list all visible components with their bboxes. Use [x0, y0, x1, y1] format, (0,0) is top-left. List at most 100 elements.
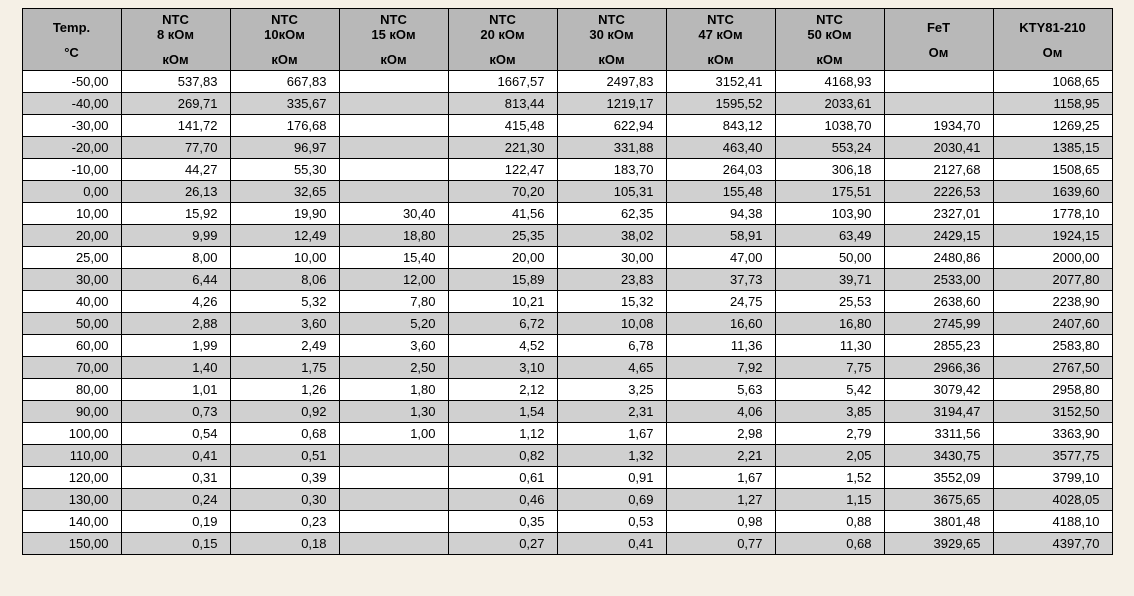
value-cell: 553,24 [775, 137, 884, 159]
value-cell: 0,35 [448, 511, 557, 533]
value-cell [884, 93, 993, 115]
value-cell: 94,38 [666, 203, 775, 225]
value-cell: 25,35 [448, 225, 557, 247]
value-cell: 2,12 [448, 379, 557, 401]
value-cell: 0,82 [448, 445, 557, 467]
value-cell [339, 115, 448, 137]
value-cell: 2,50 [339, 357, 448, 379]
table-row: -30,00141,72176,68415,48622,94843,121038… [22, 115, 1112, 137]
header-temp-unit: °C [27, 45, 117, 60]
value-cell: 103,90 [775, 203, 884, 225]
value-cell: 3152,50 [993, 401, 1112, 423]
value-cell: 0,18 [230, 533, 339, 555]
header-col-4: NTC30 кОмкОм [557, 9, 666, 71]
header-col-sub: 47 кОм [671, 27, 771, 42]
temp-cell: -40,00 [22, 93, 121, 115]
value-cell: 183,70 [557, 159, 666, 181]
header-col-0: NTC8 кОмкОм [121, 9, 230, 71]
value-cell: 3152,41 [666, 71, 775, 93]
value-cell: 5,42 [775, 379, 884, 401]
value-cell: 1,32 [557, 445, 666, 467]
value-cell: 1,30 [339, 401, 448, 423]
table-row: 25,008,0010,0015,4020,0030,0047,0050,002… [22, 247, 1112, 269]
value-cell: 3,60 [230, 313, 339, 335]
value-cell: 15,32 [557, 291, 666, 313]
table-row: 20,009,9912,4918,8025,3538,0258,9163,492… [22, 225, 1112, 247]
value-cell: 105,31 [557, 181, 666, 203]
header-temp: Temp. °C [22, 9, 121, 71]
value-cell: 11,30 [775, 335, 884, 357]
value-cell: 2958,80 [993, 379, 1112, 401]
value-cell: 3552,09 [884, 467, 993, 489]
table-row: 100,000,540,681,001,121,672,982,793311,5… [22, 423, 1112, 445]
value-cell: 1,75 [230, 357, 339, 379]
value-cell: 6,78 [557, 335, 666, 357]
value-cell: 2077,80 [993, 269, 1112, 291]
header-temp-label: Temp. [27, 20, 117, 35]
header-col-sub: 20 кОм [453, 27, 553, 42]
value-cell: 0,51 [230, 445, 339, 467]
value-cell: 8,00 [121, 247, 230, 269]
value-cell: 1,99 [121, 335, 230, 357]
value-cell: 15,89 [448, 269, 557, 291]
value-cell: 5,20 [339, 313, 448, 335]
header-col-title: NTC [562, 12, 662, 27]
table-row: -40,00269,71335,67813,441219,171595,5220… [22, 93, 1112, 115]
value-cell: 0,69 [557, 489, 666, 511]
temp-cell: 20,00 [22, 225, 121, 247]
value-cell: 2745,99 [884, 313, 993, 335]
table-row: 40,004,265,327,8010,2115,3224,7525,53263… [22, 291, 1112, 313]
value-cell: 1,67 [557, 423, 666, 445]
value-cell: 50,00 [775, 247, 884, 269]
value-cell: 2,88 [121, 313, 230, 335]
thermistor-table: Temp.°CNTC8 кОмкОмNTC10кОмкОмNTC15 кОмкО… [22, 8, 1113, 555]
value-cell: 2638,60 [884, 291, 993, 313]
value-cell: 30,00 [557, 247, 666, 269]
value-cell: 26,13 [121, 181, 230, 203]
value-cell [339, 181, 448, 203]
value-cell: 0,24 [121, 489, 230, 511]
value-cell: 3,85 [775, 401, 884, 423]
table-body: -50,00537,83667,831667,572497,833152,414… [22, 71, 1112, 555]
value-cell: 5,63 [666, 379, 775, 401]
value-cell: 0,68 [230, 423, 339, 445]
temp-cell: -20,00 [22, 137, 121, 159]
value-cell: 331,88 [557, 137, 666, 159]
value-cell [339, 467, 448, 489]
value-cell: 4028,05 [993, 489, 1112, 511]
value-cell: 3,10 [448, 357, 557, 379]
value-cell: 1,26 [230, 379, 339, 401]
value-cell: 1934,70 [884, 115, 993, 137]
table-header: Temp.°CNTC8 кОмкОмNTC10кОмкОмNTC15 кОмкО… [22, 9, 1112, 71]
temp-cell: 60,00 [22, 335, 121, 357]
temp-cell: 40,00 [22, 291, 121, 313]
header-col-6: NTC50 кОмкОм [775, 9, 884, 71]
header-col-sub: 8 кОм [126, 27, 226, 42]
value-cell: 1,52 [775, 467, 884, 489]
temp-cell: -50,00 [22, 71, 121, 93]
value-cell: 62,35 [557, 203, 666, 225]
value-cell: 6,44 [121, 269, 230, 291]
value-cell: 122,47 [448, 159, 557, 181]
header-col-2: NTC15 кОмкОм [339, 9, 448, 71]
value-cell: 1038,70 [775, 115, 884, 137]
table-row: 140,000,190,230,350,530,980,883801,48418… [22, 511, 1112, 533]
temp-cell: 50,00 [22, 313, 121, 335]
temp-cell: 80,00 [22, 379, 121, 401]
value-cell: 3079,42 [884, 379, 993, 401]
table-row: 60,001,992,493,604,526,7811,3611,302855,… [22, 335, 1112, 357]
header-col-3: NTC20 кОмкОм [448, 9, 557, 71]
value-cell: 0,15 [121, 533, 230, 555]
value-cell: 2238,90 [993, 291, 1112, 313]
value-cell: 3311,56 [884, 423, 993, 445]
value-cell: 3363,90 [993, 423, 1112, 445]
temp-cell: 10,00 [22, 203, 121, 225]
value-cell: 30,40 [339, 203, 448, 225]
value-cell: 3801,48 [884, 511, 993, 533]
table-row: 150,000,150,180,270,410,770,683929,65439… [22, 533, 1112, 555]
value-cell: 0,54 [121, 423, 230, 445]
value-cell: 335,67 [230, 93, 339, 115]
value-cell: 1778,10 [993, 203, 1112, 225]
value-cell: 2407,60 [993, 313, 1112, 335]
temp-cell: 120,00 [22, 467, 121, 489]
